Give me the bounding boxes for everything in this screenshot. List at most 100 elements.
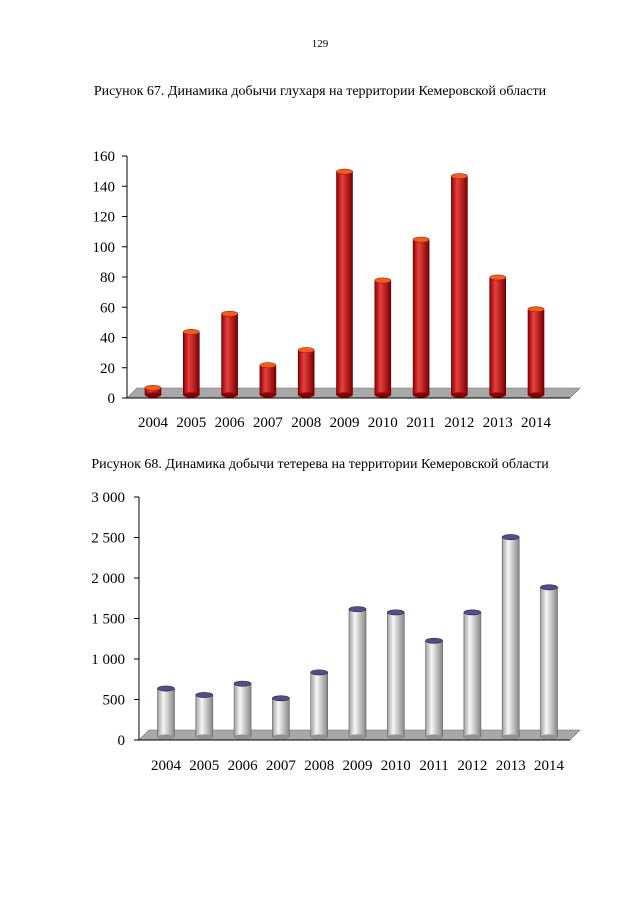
- x-tick-label: 2013: [483, 415, 513, 431]
- bar-2006: [221, 310, 238, 398]
- bar-2005: [195, 692, 214, 740]
- bar-top: [259, 362, 277, 369]
- bar-2014: [527, 306, 545, 398]
- y-tick-label: 2 500: [91, 531, 125, 547]
- bar-base: [425, 734, 443, 740]
- bar-2013: [489, 274, 507, 398]
- bar-2009: [336, 168, 353, 398]
- bar-top: [144, 384, 162, 391]
- bar-base: [349, 734, 366, 740]
- y-tick-label: 1 500: [91, 612, 125, 628]
- bar-2004: [144, 384, 162, 398]
- y-tick-label: 0: [108, 391, 116, 407]
- bar-base: [272, 734, 290, 740]
- bar-top: [310, 669, 329, 676]
- bar-body: [425, 640, 443, 738]
- bar-body: [489, 277, 507, 396]
- bar-body: [463, 612, 482, 738]
- bar-2011: [425, 637, 443, 740]
- x-tick-label: 2006: [215, 415, 246, 431]
- y-tick-label: 2 000: [91, 571, 125, 587]
- bar-2011: [412, 236, 430, 398]
- x-tick-label: 2012: [444, 415, 474, 431]
- bar-top: [221, 310, 238, 317]
- y-tick-label: 100: [93, 240, 116, 256]
- bar-base: [145, 392, 161, 398]
- bar-top: [374, 277, 392, 284]
- y-tick-label: 60: [100, 300, 115, 316]
- bar-2007: [259, 362, 277, 398]
- x-tick-label: 2011: [406, 415, 435, 431]
- bar-body: [221, 313, 238, 396]
- bar-top: [489, 274, 507, 281]
- bar-base: [502, 734, 520, 740]
- bar-top: [183, 329, 200, 335]
- x-tick-label: 2013: [496, 758, 526, 774]
- y-tick-label: 500: [103, 693, 126, 709]
- y-tick-label: 3 000: [91, 490, 125, 506]
- bar-body: [272, 697, 290, 738]
- bar-2012: [451, 173, 468, 398]
- x-tick-label: 2011: [419, 758, 448, 774]
- bar-body: [540, 586, 558, 738]
- bar-body: [451, 175, 468, 396]
- x-tick-label: 2007: [266, 758, 297, 774]
- bar-body: [259, 364, 277, 396]
- y-tick-label: 20: [100, 361, 115, 377]
- bar-top: [233, 680, 252, 687]
- bar-body: [386, 612, 405, 738]
- x-tick-label: 2005: [189, 758, 219, 774]
- bar-base: [374, 392, 391, 398]
- bar-base: [234, 734, 252, 740]
- bar-base: [298, 392, 315, 398]
- bar-base: [221, 392, 238, 398]
- bar-top: [463, 609, 482, 616]
- x-tick-label: 2009: [330, 415, 360, 431]
- bar-top: [527, 306, 545, 313]
- bar-top: [386, 609, 405, 616]
- bar-body: [310, 672, 329, 738]
- bar-base: [528, 392, 544, 398]
- x-tick-label: 2004: [151, 758, 182, 774]
- bar-2012: [463, 609, 482, 740]
- bar-2013: [501, 534, 520, 740]
- bar-base: [413, 392, 430, 398]
- figure-67-caption: Рисунок 67. Динамика добычи глухаря на т…: [93, 84, 547, 99]
- bar-top: [157, 685, 175, 692]
- bar-base: [540, 734, 558, 740]
- y-tick-label: 80: [100, 270, 115, 286]
- bar-body: [336, 171, 353, 396]
- bar-base: [310, 734, 328, 740]
- bar-base: [259, 392, 276, 398]
- bar-2014: [540, 584, 558, 740]
- bar-base: [336, 392, 353, 398]
- y-tick-label: 120: [93, 210, 116, 226]
- x-tick-label: 2014: [521, 415, 552, 431]
- bar-top: [412, 236, 430, 243]
- y-tick-label: 160: [93, 149, 116, 165]
- x-tick-label: 2008: [291, 415, 321, 431]
- x-tick-label: 2010: [368, 415, 398, 431]
- y-tick-label: 140: [93, 179, 116, 195]
- bar-base: [195, 734, 213, 740]
- bar-base: [463, 734, 481, 740]
- figure-68-caption: Рисунок 68. Динамика добычи тетерева на …: [91, 457, 549, 472]
- bar-body: [348, 608, 367, 738]
- bar-top: [425, 637, 443, 644]
- bar-base: [387, 734, 405, 740]
- bar-2009: [348, 606, 367, 740]
- bar-2004: [157, 685, 175, 740]
- bar-body: [412, 239, 430, 396]
- bar-body: [297, 349, 315, 396]
- bar-body: [183, 331, 200, 396]
- bar-top: [195, 692, 214, 698]
- black-grouse-harvest-chart: 0 500 1 000 1 500 2 000 2 500 3 000 2004 2005 200…: [91, 490, 581, 774]
- x-tick-label: 2012: [457, 758, 487, 774]
- page-number: 129: [311, 38, 329, 50]
- y-tick-label: 1 000: [91, 652, 125, 668]
- x-tick-label: 2006: [228, 758, 259, 774]
- bar-2008: [310, 669, 329, 740]
- x-tick-label: 2014: [534, 758, 565, 774]
- bar-top: [336, 168, 353, 175]
- x-tick-label: 2004: [138, 415, 169, 431]
